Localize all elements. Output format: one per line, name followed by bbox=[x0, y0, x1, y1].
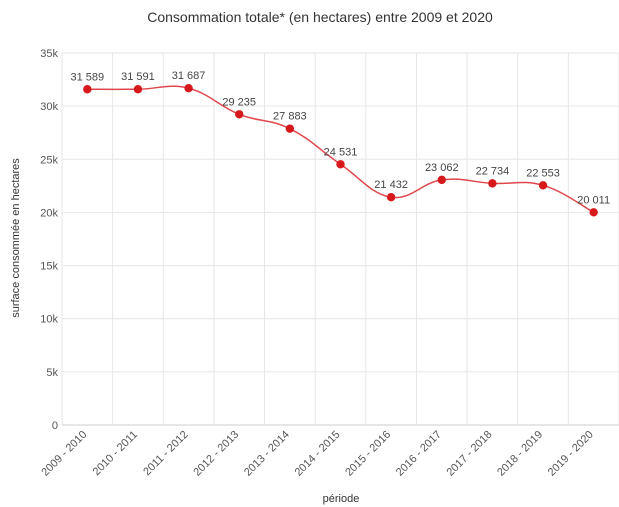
x-tick-label: 2012 - 2013 bbox=[191, 429, 241, 479]
y-axis-title: surface consommée en hectares bbox=[10, 158, 22, 318]
data-label: 31 591 bbox=[121, 71, 155, 83]
y-tick-label: 35k bbox=[40, 48, 58, 60]
data-label: 31 687 bbox=[172, 70, 206, 82]
y-tick-label: 30k bbox=[40, 101, 58, 113]
x-tick-label: 2017 - 2018 bbox=[445, 429, 495, 479]
data-label: 21 432 bbox=[374, 179, 408, 191]
data-label: 31 589 bbox=[70, 71, 104, 83]
chart-title: Consommation totale* (en hectares) entre… bbox=[147, 9, 493, 25]
x-tick-label: 2016 - 2017 bbox=[394, 429, 444, 479]
y-tick-label: 15k bbox=[40, 261, 58, 273]
data-label: 24 531 bbox=[324, 146, 358, 158]
data-point bbox=[83, 85, 92, 94]
data-label: 23 062 bbox=[425, 162, 459, 174]
x-tick-label: 2009 - 2010 bbox=[39, 429, 89, 479]
data-point bbox=[488, 179, 497, 188]
data-point bbox=[184, 84, 193, 93]
x-tick-label: 2019 - 2020 bbox=[546, 429, 596, 479]
x-tick-label: 2011 - 2012 bbox=[141, 429, 190, 478]
y-tick-label: 25k bbox=[40, 154, 58, 166]
data-point bbox=[285, 124, 295, 133]
y-tick-label: 5k bbox=[46, 367, 58, 379]
data-label: 29 235 bbox=[222, 96, 256, 108]
y-axis: 0 5k 10k 15k 20k 25k 30k 35k bbox=[40, 48, 58, 432]
x-tick-label: 2013 - 2014 bbox=[242, 429, 292, 479]
x-axis-title: période bbox=[323, 493, 360, 505]
data-point bbox=[133, 85, 143, 94]
data-label: 20 011 bbox=[577, 194, 610, 206]
x-tick-label: 2010 - 2011 bbox=[91, 429, 140, 478]
data-point bbox=[437, 175, 446, 185]
data-point bbox=[235, 110, 244, 119]
data-label: 27 883 bbox=[273, 111, 307, 123]
data-label: 22 734 bbox=[476, 165, 510, 177]
y-tick-label: 0 bbox=[52, 420, 58, 432]
data-point bbox=[386, 193, 396, 202]
series-line-group: 31 589 31 591 31 687 29 235 27 883 24 531 21 4… bbox=[70, 70, 610, 217]
x-tick-label: 2015 - 2016 bbox=[343, 429, 393, 479]
x-tick-label: 2014 - 2015 bbox=[293, 429, 343, 479]
grid bbox=[61, 52, 619, 426]
y-tick-label: 20k bbox=[40, 207, 58, 219]
data-point bbox=[589, 208, 598, 217]
data-point bbox=[336, 160, 345, 169]
x-axis: 2009 - 2010 2010 - 2011 2011 - 2012 2012 - … bbox=[39, 429, 595, 479]
y-tick-label: 10k bbox=[40, 314, 58, 326]
x-tick-label: 2018 - 2019 bbox=[495, 429, 545, 479]
data-point bbox=[538, 181, 548, 190]
data-label: 22 553 bbox=[526, 167, 560, 179]
